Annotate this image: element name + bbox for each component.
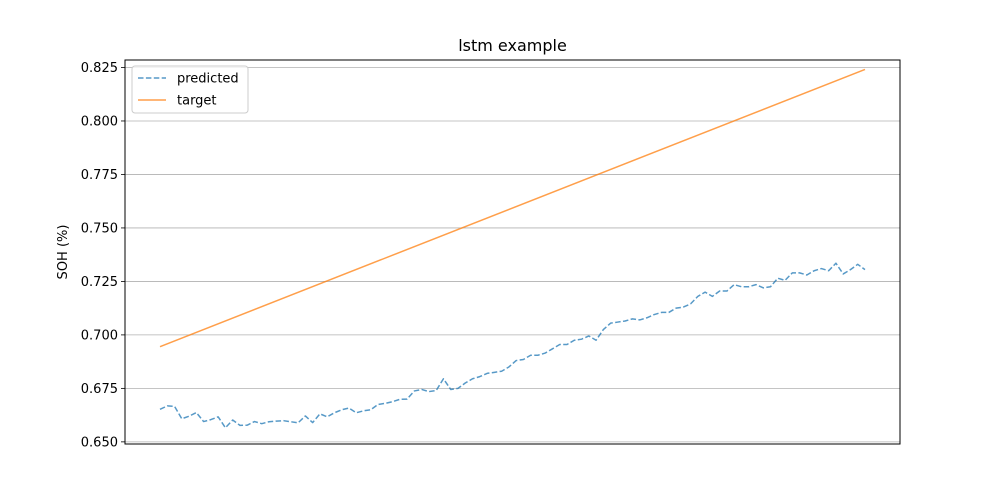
y-tick-label: 0.675 — [81, 382, 118, 397]
series-layer — [159, 68, 866, 429]
grid-layer — [125, 67, 900, 443]
y-tick-label: 0.650 — [81, 435, 118, 450]
y-tick-label: 0.775 — [81, 168, 118, 183]
legend-box — [131, 65, 249, 114]
series-line-predicted — [159, 262, 866, 429]
y-tick-label: 0.800 — [81, 114, 118, 129]
y-tick-label: 0.700 — [81, 328, 118, 343]
series-line-target — [159, 68, 866, 348]
y-axis-label: SOH (%) — [56, 225, 71, 280]
y-tick-label: 0.725 — [81, 275, 118, 290]
plot-frame — [124, 59, 901, 445]
y-tick-label: 0.825 — [81, 61, 118, 76]
chart-title: lstm example — [458, 36, 567, 55]
y-tick-label: 0.750 — [81, 221, 118, 236]
legend: predicted target — [131, 65, 249, 114]
legend-label-target: target — [177, 94, 217, 109]
y-axis-ticks: 0.650 0.675 0.700 0.725 0.750 0.775 0.800 0.825 — [81, 61, 125, 450]
legend-label-predicted: predicted — [177, 72, 239, 87]
